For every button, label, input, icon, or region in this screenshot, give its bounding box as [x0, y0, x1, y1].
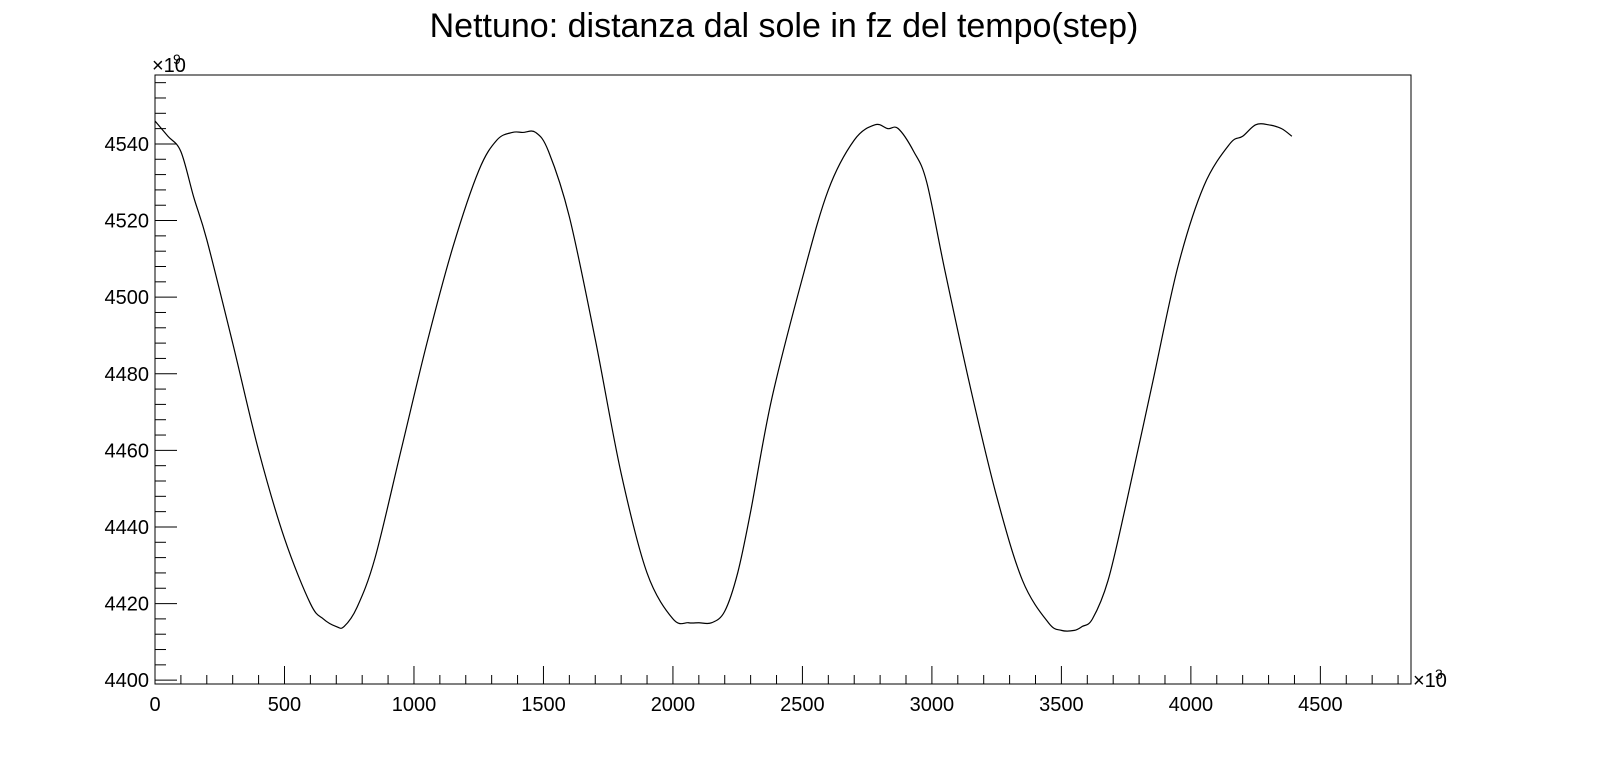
y-tick-label: 4420: [105, 594, 150, 616]
x-tick-label: 2000: [651, 694, 696, 716]
x-tick-label: 500: [268, 694, 301, 716]
y-tick-label: 4500: [105, 287, 150, 309]
x-tick-label: 1000: [392, 694, 437, 716]
chart-title: Nettuno: distanza dal sole in fz del tem…: [430, 7, 1139, 45]
svg-text:3: 3: [1435, 666, 1443, 682]
y-tick-label: 4520: [105, 211, 150, 233]
y-tick-label: 4460: [105, 440, 150, 462]
y-axis: 4400 4420 4440 4460 4480 4500 4520 4540: [105, 82, 177, 692]
x-tick-label: 4000: [1169, 694, 1214, 716]
x-tick-label: 4500: [1298, 694, 1343, 716]
y-tick-label: 4400: [105, 670, 150, 692]
x-tick-label: 1500: [521, 694, 566, 716]
x-tick-label: 3000: [910, 694, 955, 716]
x-exponent-label: ×10 3: [1413, 666, 1447, 692]
x-tick-label: 0: [149, 694, 160, 716]
x-tick-label: 3500: [1039, 694, 1084, 716]
x-axis: 0 500 1000 1500 2000 2500 3000 3500 4000 4500: [149, 666, 1399, 716]
series-layer: [154, 120, 1293, 632]
y-tick-label: 4540: [105, 134, 150, 156]
y-exponent-label: ×10 9: [152, 51, 186, 77]
y-tick-label: 4480: [105, 364, 150, 386]
distance-series-line: [154, 120, 1293, 632]
x-tick-label: 2500: [780, 694, 825, 716]
svg-text:×10: ×10: [1413, 670, 1447, 692]
svg-text:×10: ×10: [152, 55, 186, 77]
y-tick-label: 4440: [105, 517, 150, 539]
svg-text:9: 9: [173, 51, 181, 67]
plot-frame: [154, 74, 1412, 685]
